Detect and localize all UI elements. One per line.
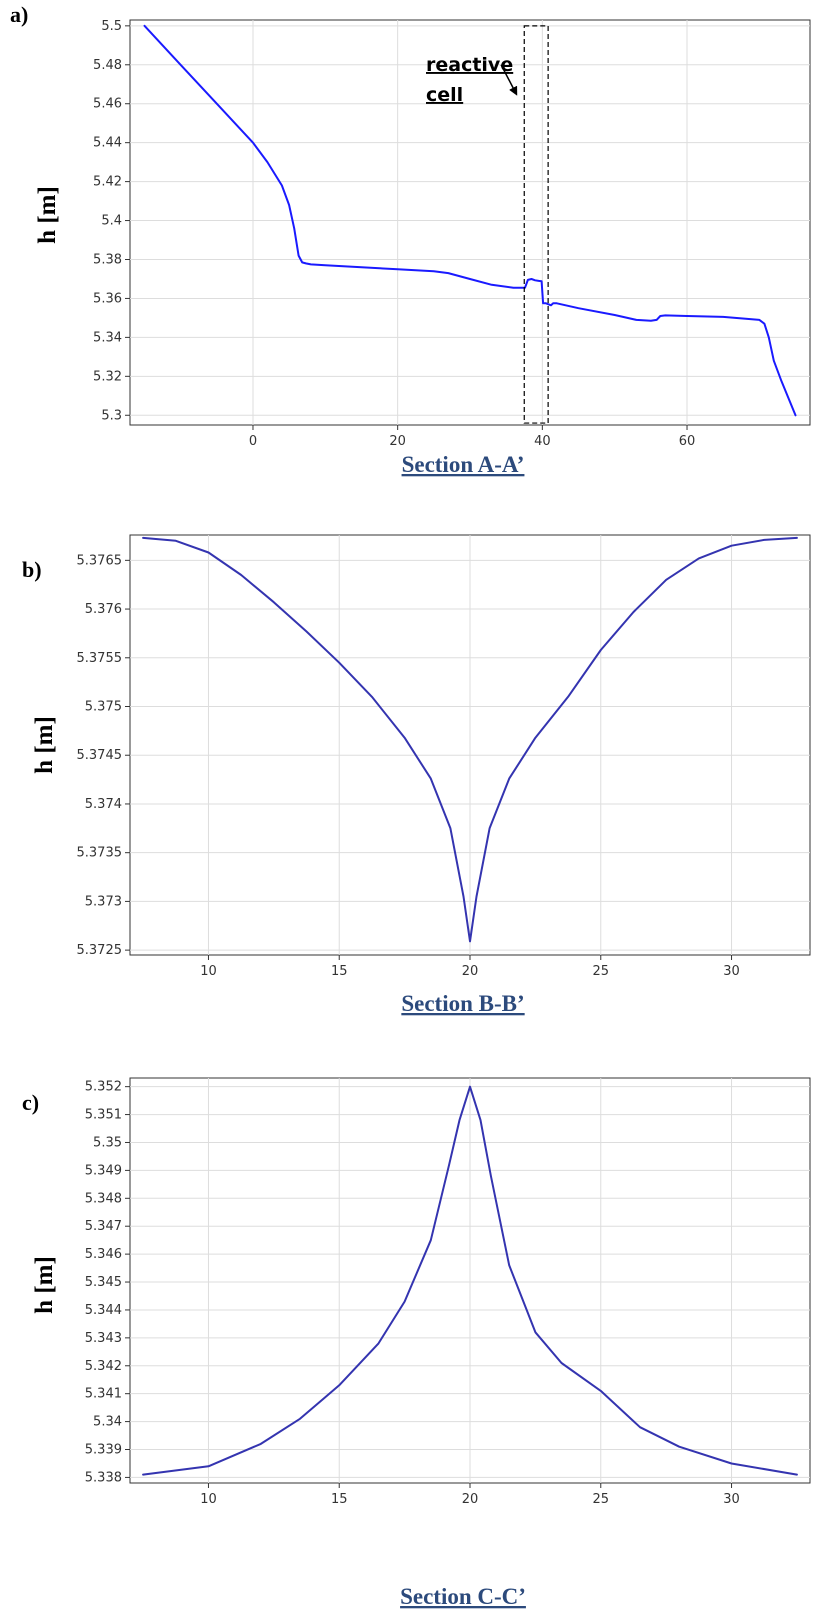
y-tick-label-a-9: 5.48 xyxy=(93,58,122,73)
panel-b: b) h [m] Section B-B’ xyxy=(22,557,525,1016)
y-tick-label-c-0: 5.338 xyxy=(85,1470,122,1485)
y-tick-label-b-7: 5.376 xyxy=(85,602,122,617)
y-tick-label-c-3: 5.341 xyxy=(85,1387,122,1402)
y-tick-label-c-14: 5.352 xyxy=(85,1080,122,1095)
panel-c-label: c) xyxy=(22,1090,39,1115)
y-tick-label-c-13: 5.351 xyxy=(85,1108,122,1123)
y-tick-label-a-7: 5.44 xyxy=(93,136,122,151)
panel-c: c) h [m] Section C-C’ xyxy=(22,1090,526,1609)
x-tick-label-c-0: 10 xyxy=(200,1492,217,1507)
y-tick-label-b-1: 5.373 xyxy=(85,894,122,909)
reactive-cell-annotation: reactive cell xyxy=(426,54,513,106)
y-tick-label-b-6: 5.3755 xyxy=(77,651,123,666)
y-tick-label-b-4: 5.3745 xyxy=(77,748,123,763)
y-tick-label-a-10: 5.5 xyxy=(101,19,122,34)
reactive-cell-box xyxy=(523,25,549,424)
panel-a-ylabel: h [m] xyxy=(34,186,61,244)
x-tick-label-a-2: 40 xyxy=(534,434,551,449)
x-tick-label-b-1: 15 xyxy=(331,964,348,979)
y-tick-label-a-1: 5.32 xyxy=(93,369,122,384)
y-tick-label-b-0: 5.3725 xyxy=(77,943,123,958)
y-tick-label-c-8: 5.346 xyxy=(85,1247,122,1262)
x-tick-label-b-0: 10 xyxy=(200,964,217,979)
x-tick-label-c-4: 30 xyxy=(723,1492,740,1507)
y-tick-label-b-3: 5.374 xyxy=(85,797,122,812)
x-tick-label-b-4: 30 xyxy=(723,964,740,979)
x-tick-label-b-3: 25 xyxy=(592,964,609,979)
x-tick-label-b-2: 20 xyxy=(462,964,479,979)
y-tick-label-b-5: 5.375 xyxy=(85,700,122,715)
plot-frame-a xyxy=(129,19,811,426)
x-tick-label-a-3: 60 xyxy=(679,434,696,449)
y-tick-label-c-7: 5.345 xyxy=(85,1275,122,1290)
panel-c-ylabel: h [m] xyxy=(31,1256,58,1314)
panel-b-ylabel: h [m] xyxy=(31,716,58,774)
y-tick-label-c-4: 5.342 xyxy=(85,1359,122,1374)
panel-a-title: Section A-A’ xyxy=(402,452,525,477)
panel-b-label: b) xyxy=(22,557,42,582)
plot-area-b: 10 15 20 25 30 5.3725 5.373 5.3735 5.374 5.3745 5.… xyxy=(77,534,811,979)
plot-area-c: 10 15 20 25 30 5.338 5.339 5.34 5.341 5.342 5.343 5… xyxy=(85,1077,811,1507)
x-tick-label-a-1: 20 xyxy=(389,434,406,449)
panel-b-title: Section B-B’ xyxy=(401,991,524,1016)
panel-a: a) h [m] Section A-A’ xyxy=(10,2,524,477)
x-tick-label-c-3: 25 xyxy=(592,1492,609,1507)
panel-c-title: Section C-C’ xyxy=(400,1584,526,1609)
y-tick-label-a-0: 5.3 xyxy=(101,408,122,423)
series-line-b-0 xyxy=(142,536,798,943)
annotation-arrow xyxy=(500,64,518,96)
y-tick-label-a-5: 5.4 xyxy=(101,214,122,229)
series-line-c-0 xyxy=(142,1085,798,1476)
y-tick-label-c-10: 5.348 xyxy=(85,1191,122,1206)
y-tick-label-a-8: 5.46 xyxy=(93,97,122,112)
y-tick-label-a-2: 5.34 xyxy=(93,330,122,345)
y-tick-label-b-8: 5.3765 xyxy=(77,553,123,568)
y-tick-label-c-6: 5.344 xyxy=(85,1303,122,1318)
y-tick-label-b-2: 5.3735 xyxy=(77,846,123,861)
y-tick-label-c-5: 5.343 xyxy=(85,1331,122,1346)
x-tick-label-c-1: 15 xyxy=(331,1492,348,1507)
y-tick-label-a-4: 5.38 xyxy=(93,252,122,267)
plot-area-a: 0 20 40 60 5.3 5.32 5.34 5.36 5.38 5.4 5.42 5.44 5.4… xyxy=(93,19,811,449)
annotation-cell-label: cell xyxy=(426,84,463,106)
x-tick-label-a-0: 0 xyxy=(249,434,257,449)
y-tick-label-a-6: 5.42 xyxy=(93,175,122,190)
y-tick-label-c-9: 5.347 xyxy=(85,1219,122,1234)
x-tick-label-c-2: 20 xyxy=(462,1492,479,1507)
y-tick-label-c-11: 5.349 xyxy=(85,1163,122,1178)
series-line-a-0 xyxy=(143,24,797,417)
annotation-reactive-label: reactive xyxy=(426,54,513,76)
y-tick-label-a-3: 5.36 xyxy=(93,291,122,306)
y-tick-label-c-1: 5.339 xyxy=(85,1443,122,1458)
panel-a-label: a) xyxy=(10,2,28,27)
y-tick-label-c-2: 5.34 xyxy=(93,1415,122,1430)
y-tick-label-c-12: 5.35 xyxy=(93,1135,122,1150)
